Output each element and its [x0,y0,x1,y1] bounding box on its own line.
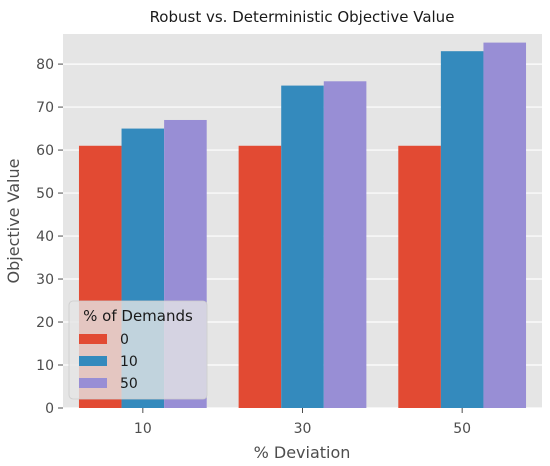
x-tick-label: 50 [453,421,471,437]
legend-title: % of Demands [83,307,193,325]
y-tick-label: 80 [36,57,54,73]
legend: % of Demands 0 10 50 [68,300,208,400]
bar [483,42,527,408]
bar [398,145,441,408]
y-axis-ticks: 0 10 20 30 40 50 60 70 80 [36,57,63,417]
y-tick-label: 0 [45,401,54,417]
y-tick-label: 30 [36,272,54,288]
bar [323,81,367,408]
y-tick-label: 10 [36,358,54,374]
legend-label: 0 [120,332,129,348]
bar [281,85,324,408]
y-tick-label: 40 [36,229,54,245]
y-axis-label: Objective Value [4,159,23,284]
x-tick-label: 30 [294,421,312,437]
legend-label: 10 [120,354,138,370]
x-axis-label: % Deviation [254,443,351,462]
y-tick-label: 50 [36,186,54,202]
legend-label: 50 [120,376,138,392]
y-tick-label: 20 [36,315,54,331]
legend-swatch [79,334,107,344]
x-tick-label: 10 [134,421,152,437]
y-tick-label: 60 [36,143,54,159]
bar [440,51,484,408]
bar [238,145,282,408]
y-tick-label: 70 [36,100,54,116]
legend-items: 0 10 50 [79,332,138,392]
x-axis-ticks: 10 30 50 [134,408,471,437]
legend-swatch [79,378,107,388]
chart-title: Robust vs. Deterministic Objective Value [150,8,455,26]
legend-swatch [79,356,107,366]
legend-box [68,300,208,400]
